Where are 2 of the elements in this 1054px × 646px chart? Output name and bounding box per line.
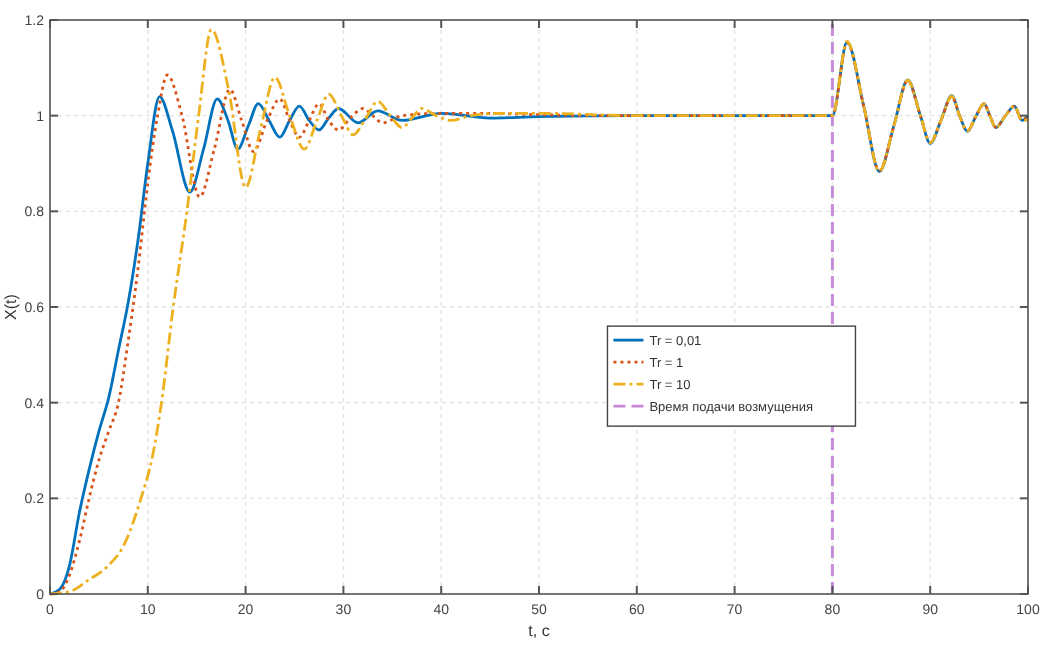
y-axis-title: X(t) <box>2 293 20 320</box>
x-axis-title: t, c <box>528 622 550 640</box>
